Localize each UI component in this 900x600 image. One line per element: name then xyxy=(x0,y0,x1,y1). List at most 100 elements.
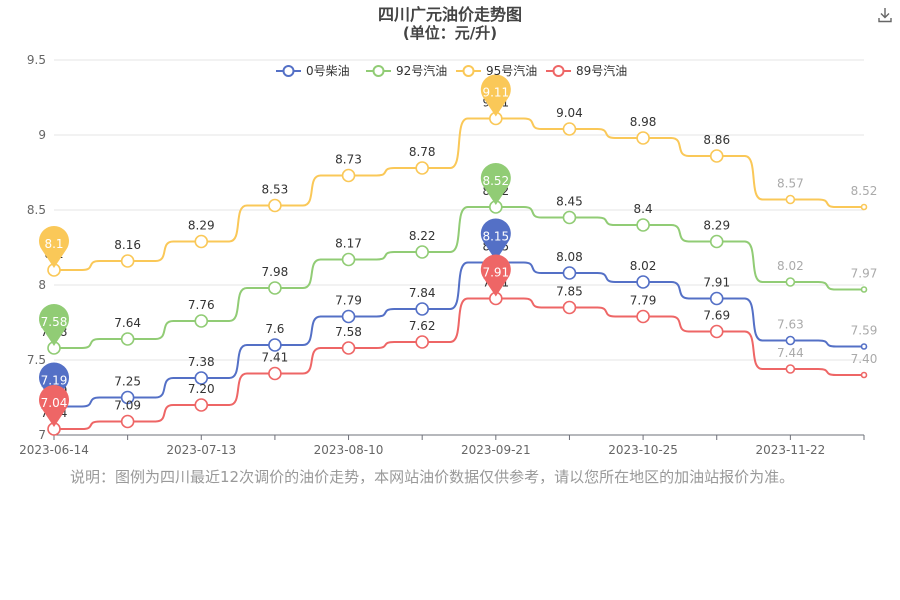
data-point xyxy=(120,332,135,346)
x-tick-label: 2023-07-13 xyxy=(166,443,236,457)
data-label: 9.04 xyxy=(556,106,583,120)
data-point xyxy=(562,300,577,315)
pin-shape xyxy=(39,362,69,405)
data-label: 7.25 xyxy=(114,375,141,389)
data-point xyxy=(415,161,429,175)
data-label: 8.02 xyxy=(630,259,657,273)
data-label: 8.08 xyxy=(556,250,583,264)
data-point xyxy=(636,309,650,324)
extreme-pin: 8.52 xyxy=(480,162,511,205)
extreme-pin: 8.15 xyxy=(480,218,511,261)
download-icon[interactable] xyxy=(876,6,894,24)
legend-label: 92号汽油 xyxy=(396,63,447,78)
chart-subtitle: (单位：元/升) xyxy=(403,24,497,42)
data-point xyxy=(194,314,209,328)
data-label: 8.17 xyxy=(335,237,362,251)
x-tick-label: 2023-08-10 xyxy=(314,443,384,457)
data-point xyxy=(636,275,650,289)
data-label: 8.78 xyxy=(409,145,436,159)
data-point xyxy=(562,122,577,136)
legend-swatch-dot xyxy=(282,65,295,77)
y-axis-ticks: 7 7.5 8 8.5 9 9.5 xyxy=(27,53,46,442)
data-label: 7.6 xyxy=(265,322,284,336)
extreme-pin: 9.11 xyxy=(480,74,511,117)
chart-note: 说明：图例为四川最近12次调价的油价走势，本网站油价数据仅供参考，请以您所在地区… xyxy=(70,468,795,486)
data-label: 8.16 xyxy=(114,238,141,252)
extreme-pin: 7.91 xyxy=(480,254,511,297)
data-point xyxy=(785,364,796,374)
series-line xyxy=(54,297,864,430)
data-point xyxy=(636,131,650,145)
data-label: 7.63 xyxy=(777,318,804,332)
data-label: 7.44 xyxy=(777,346,804,360)
series-line xyxy=(54,206,864,349)
x-tick-label: 2023-06-14 xyxy=(19,443,89,457)
data-point xyxy=(415,302,429,316)
series-lines xyxy=(54,117,864,430)
data-point xyxy=(785,277,796,287)
y-tick-label: 9 xyxy=(38,128,46,142)
x-tick-label: 2023-10-25 xyxy=(608,443,678,457)
pin-shape xyxy=(480,162,511,205)
data-point xyxy=(415,245,429,259)
data-label: 8.73 xyxy=(335,153,362,167)
pin-shape xyxy=(480,254,511,297)
data-label: 7.58 xyxy=(335,325,362,339)
pin-label: 8.1 xyxy=(44,237,63,251)
data-point xyxy=(268,338,282,352)
extreme-pin: 7.19 xyxy=(39,362,69,405)
legend: 0号柴油 92号汽油 95号汽油 89号汽油 xyxy=(276,63,627,78)
data-point xyxy=(860,343,868,350)
pin-label: 8.52 xyxy=(482,174,509,188)
data-point xyxy=(341,341,356,355)
data-label: 7.09 xyxy=(114,399,141,413)
data-label: 8.4 xyxy=(634,202,653,216)
extreme-markers: 7.19 8.15 7.58 8.52 8.1 9.11 7.04 7.91 xyxy=(39,74,511,427)
data-point xyxy=(785,194,796,205)
pin-label: 9.11 xyxy=(482,86,509,100)
y-tick-label: 8 xyxy=(38,278,46,292)
data-label: 8.02 xyxy=(777,259,804,273)
pin-shape xyxy=(480,218,511,261)
data-point xyxy=(341,168,356,183)
legend-swatch-dot xyxy=(462,65,475,77)
data-point xyxy=(709,324,724,339)
data-point xyxy=(120,414,135,429)
y-tick-label: 8.5 xyxy=(27,203,46,217)
series-line xyxy=(54,117,864,271)
extreme-pin: 7.04 xyxy=(39,385,69,427)
data-label: 7.69 xyxy=(703,309,730,323)
data-point xyxy=(709,291,724,306)
data-label: 7.76 xyxy=(188,298,215,312)
data-label: 7.98 xyxy=(262,265,289,279)
pin-shape xyxy=(39,385,69,427)
x-axis: 2023-06-14 2023-07-13 2023-08-10 2023-09-21… xyxy=(19,434,865,457)
data-point xyxy=(341,309,356,324)
pin-label: 8.15 xyxy=(482,230,509,244)
data-label: 8.53 xyxy=(262,183,289,197)
data-point xyxy=(709,234,724,249)
pin-label: 7.04 xyxy=(41,396,68,410)
data-label: 7.64 xyxy=(114,316,141,330)
pin-label: 7.19 xyxy=(41,374,68,388)
data-label: 7.91 xyxy=(703,276,730,290)
pin-shape xyxy=(39,304,69,346)
x-tick-label: 2023-09-21 xyxy=(461,443,531,457)
legend-swatch-dot xyxy=(372,65,385,77)
data-point xyxy=(860,371,868,379)
pin-label: 7.58 xyxy=(41,315,68,329)
data-point xyxy=(341,252,356,267)
data-point xyxy=(860,203,868,211)
data-label: 8.86 xyxy=(703,133,730,147)
data-point xyxy=(268,281,282,295)
data-point xyxy=(562,210,577,225)
pin-shape xyxy=(480,74,511,117)
legend-swatch-dot xyxy=(552,65,565,77)
data-point xyxy=(860,286,868,293)
data-point xyxy=(268,198,282,213)
data-label: 7.79 xyxy=(630,294,657,308)
y-tick-label: 9.5 xyxy=(27,53,46,67)
series-points xyxy=(47,111,868,436)
data-label: 8.45 xyxy=(556,195,583,209)
